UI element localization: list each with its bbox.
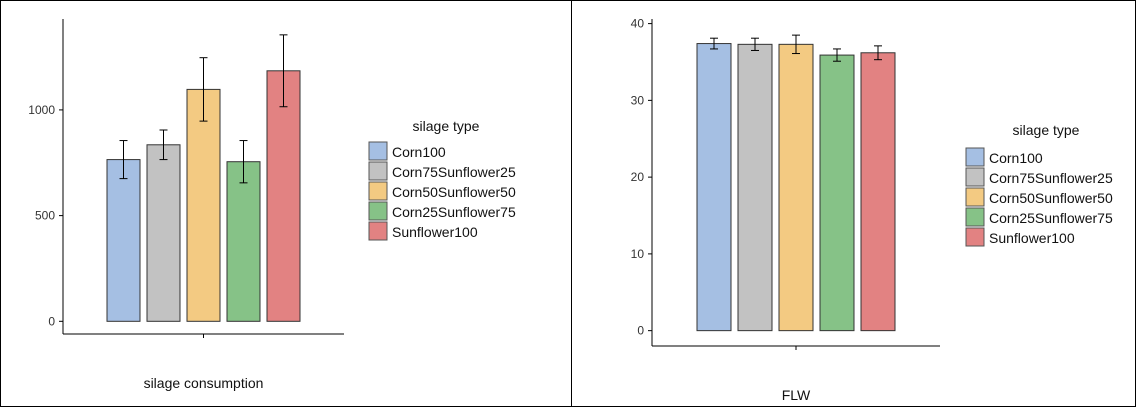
chart-flw: 0 10 20 30 40 FLW silage type Corn100 Corn75Sunf… [631, 17, 1113, 403]
legend-swatch [368, 201, 388, 221]
legend-item-label: Corn50Sunflower50 [989, 190, 1113, 206]
legend-title: silage type [413, 118, 480, 134]
y-tick-label: 40 [631, 17, 645, 31]
y-tick-label: 0 [48, 314, 55, 328]
y-tick-label: 10 [631, 247, 645, 261]
bar-corn100 [106, 159, 141, 322]
y-tick-label: 500 [35, 209, 55, 223]
legend-item-label: Corn100 [392, 144, 446, 160]
legend-swatch [965, 167, 985, 187]
legend-item-label: Sunflower100 [989, 230, 1075, 246]
error-bar [199, 57, 208, 122]
error-bar [751, 37, 759, 51]
x-axis-label: silage consumption [144, 375, 264, 391]
legend-item-label: Sunflower100 [392, 224, 478, 240]
legend-swatch [965, 207, 985, 227]
bar-corn25sunflower75 [226, 161, 261, 322]
y-tick-label: 30 [631, 93, 645, 107]
error-bar [159, 129, 168, 161]
legend-item-label: Corn75Sunflower25 [989, 170, 1113, 186]
bar-sunflower100 [266, 70, 301, 322]
y-tick-label: 0 [637, 324, 644, 338]
error-bar [792, 34, 800, 55]
error-bar [279, 34, 288, 108]
chart-panel-silage-consumption: 0 500 1000 silage consumption silage type Cor… [0, 0, 572, 407]
error-bar [710, 37, 718, 50]
chart-panel-flw: 0 10 20 30 40 FLW silage type Corn100 Corn75Sunf… [571, 0, 1136, 407]
legend-swatch [965, 147, 985, 167]
legend-item-label: Corn25Sunflower75 [392, 204, 516, 220]
legend-item-label: Corn100 [989, 150, 1043, 166]
y-tick-label: 20 [631, 170, 645, 184]
legend-item-label: Corn25Sunflower75 [989, 210, 1113, 226]
legend-item-label: Corn50Sunflower50 [392, 184, 516, 200]
legend-swatch [368, 141, 388, 161]
legend-swatch [368, 181, 388, 201]
y-tick-label: 1000 [28, 103, 55, 117]
error-bar [833, 48, 841, 62]
error-bar [874, 45, 882, 61]
legend-item-label: Corn75Sunflower25 [392, 164, 516, 180]
error-bar [239, 140, 248, 184]
error-bar [119, 140, 128, 180]
bar-corn75sunflower25 [146, 144, 181, 322]
legend-swatch [368, 161, 388, 181]
bar-corn75sunflower25 [737, 43, 773, 332]
x-axis-label: FLW [782, 387, 811, 403]
bar-corn50sunflower50 [778, 43, 814, 332]
bar-corn25sunflower75 [819, 54, 855, 332]
bar-corn50sunflower50 [186, 88, 221, 322]
legend-swatch [368, 221, 388, 241]
bar-sunflower100 [860, 52, 896, 332]
chart-silage-consumption: 0 500 1000 silage consumption silage type Cor… [28, 19, 516, 391]
legend-title: silage type [1013, 122, 1080, 138]
bar-corn100 [696, 43, 732, 332]
legend-swatch [965, 227, 985, 247]
legend-swatch [965, 187, 985, 207]
